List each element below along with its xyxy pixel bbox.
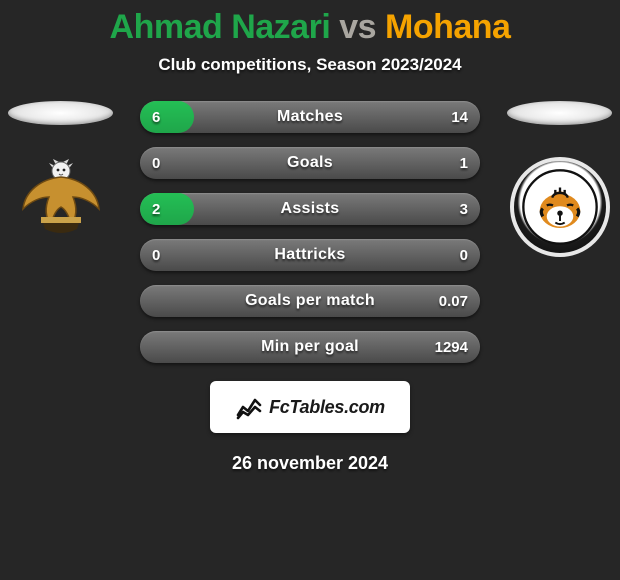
stat-value-right: 0.07 xyxy=(439,285,468,317)
brand-pill: FcTables.com xyxy=(210,381,410,433)
stat-bars: 6Matches140Goals12Assists30Hattricks0Goa… xyxy=(140,101,480,363)
stat-value-right: 0 xyxy=(460,239,468,271)
title-vs: vs xyxy=(339,8,376,46)
stat-label: Goals xyxy=(140,147,480,179)
title-player2: Mohana xyxy=(385,8,510,46)
stat-row: 6Matches14 xyxy=(140,101,480,133)
stat-value-left: 0 xyxy=(152,239,160,271)
stat-row: 0Hattricks0 xyxy=(140,239,480,271)
stat-row: 2Assists3 xyxy=(140,193,480,225)
tiger-crest-icon xyxy=(521,168,599,246)
right-side xyxy=(507,101,612,257)
left-side xyxy=(8,101,113,237)
stat-label: Assists xyxy=(140,193,480,225)
stat-value-left: 0 xyxy=(152,147,160,179)
eagle-crest-icon xyxy=(11,157,111,237)
stat-label: Hattricks xyxy=(140,239,480,271)
stat-value-right: 1294 xyxy=(435,331,468,363)
club-badge-left xyxy=(11,157,111,237)
brand-text: FcTables.com xyxy=(269,397,385,418)
chart-icon xyxy=(235,393,263,421)
stat-label: Min per goal xyxy=(140,331,480,363)
stat-label: Goals per match xyxy=(140,285,480,317)
stat-row: 0Goals1 xyxy=(140,147,480,179)
title-player1: Ahmad Nazari xyxy=(110,8,331,46)
comparison-area: 6Matches140Goals12Assists30Hattricks0Goa… xyxy=(0,101,620,363)
stat-label: Matches xyxy=(140,101,480,133)
stat-value-right: 14 xyxy=(451,101,468,133)
footer-date: 26 november 2024 xyxy=(0,453,620,474)
country-flag-left xyxy=(8,101,113,125)
stat-value-left: 6 xyxy=(152,101,160,133)
subtitle: Club competitions, Season 2023/2024 xyxy=(0,55,620,75)
stat-value-right: 1 xyxy=(460,147,468,179)
page-title: Ahmad Nazari vs Mohana xyxy=(0,0,620,47)
club-badge-right xyxy=(510,157,610,257)
country-flag-right xyxy=(507,101,612,125)
stat-value-right: 3 xyxy=(460,193,468,225)
stat-value-left: 2 xyxy=(152,193,160,225)
stat-row: Min per goal1294 xyxy=(140,331,480,363)
stat-row: Goals per match0.07 xyxy=(140,285,480,317)
